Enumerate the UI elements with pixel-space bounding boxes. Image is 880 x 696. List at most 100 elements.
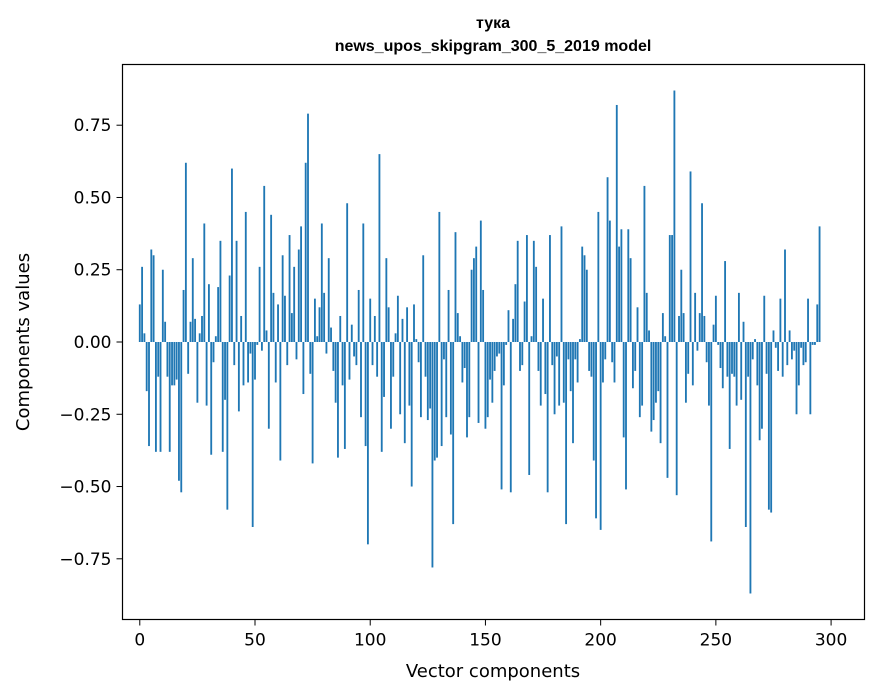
bar [470,269,473,342]
bar [385,258,388,342]
bar [652,342,655,421]
bar [320,223,323,342]
bar [173,342,176,386]
bar [304,162,307,342]
bar [680,269,683,342]
bar [528,342,531,475]
bar [350,324,353,342]
bar [443,342,445,360]
bar [549,235,551,342]
bar [572,342,574,444]
bar [353,342,356,357]
bar [590,342,593,377]
bar [217,287,220,342]
bar [733,342,736,377]
bar [622,342,625,438]
bar [537,342,540,371]
bar [413,304,415,342]
bar [235,240,238,342]
bar [684,342,687,403]
bar [786,342,789,366]
bar [793,342,796,351]
y-tick-label: −0.75 [59,550,111,570]
bar [708,342,710,406]
bar [307,113,309,342]
bar [569,342,572,392]
x-tick-label: 250 [700,631,732,651]
bar [761,342,763,429]
bar [290,313,293,342]
bar [196,342,199,403]
bar [645,292,648,342]
bar [599,342,602,530]
bar [802,342,805,366]
bar [270,214,273,342]
bar [357,289,360,342]
bar [272,292,275,342]
bar [754,339,756,342]
bar [705,342,708,363]
bar [567,342,570,360]
bar [330,327,332,342]
bar [325,342,328,354]
bar [254,342,256,380]
bar [233,342,236,366]
bar [542,298,544,342]
bar [555,342,558,357]
bar [459,336,462,342]
bar [666,342,669,478]
bar [807,298,809,342]
bar [629,258,632,342]
bar [145,342,148,392]
bar [728,342,731,449]
bar [242,342,245,386]
x-axis-label: Vector components [406,661,580,682]
bar [546,342,549,493]
bar [371,342,374,366]
bar [581,246,584,342]
bar [201,315,203,342]
bar [415,339,418,342]
bar [532,240,535,342]
bar [286,342,289,366]
bar [818,226,821,342]
bar [701,203,703,342]
bar [263,185,266,342]
bar [247,342,250,383]
bar [595,342,597,519]
bar [302,342,305,395]
bar [797,342,800,386]
bar [661,313,664,342]
bar [648,330,650,342]
bar [643,185,646,342]
bar [668,235,671,342]
bar [284,295,286,342]
bar [779,298,782,342]
bar [339,315,342,342]
bar [219,240,222,342]
bar [631,342,634,389]
bar [749,342,752,594]
bar [343,342,346,449]
bar [479,220,482,342]
bar [161,269,164,342]
bar [731,342,733,374]
bar [207,284,210,342]
bar [724,261,727,342]
bar [486,342,489,418]
bar [433,342,436,461]
bar [675,342,678,496]
bar [189,321,192,342]
bar [574,342,577,360]
bar [313,298,316,342]
bar [224,342,226,400]
y-axis-label: Components values [13,253,34,431]
bar [585,269,588,342]
bar [781,342,784,377]
bar [187,342,190,374]
bar [694,292,697,342]
bar [710,342,713,542]
bar [602,342,604,383]
bar [438,211,441,342]
bar [742,321,745,342]
